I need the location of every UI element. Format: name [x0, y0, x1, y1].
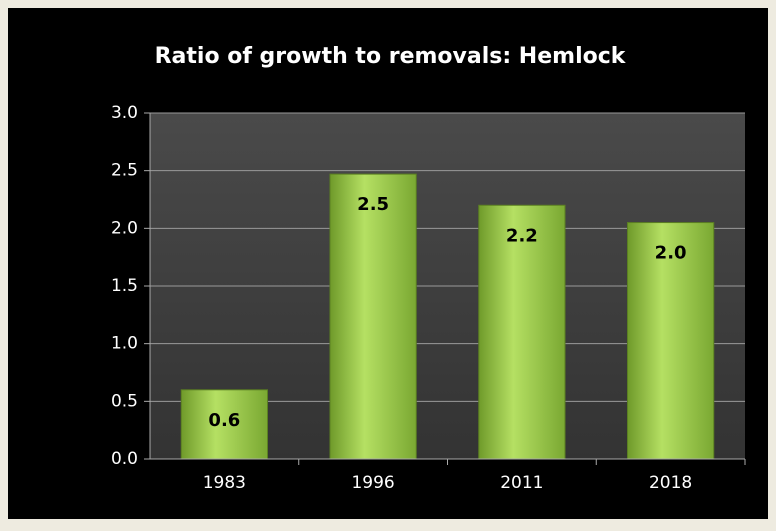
data-label: 0.6	[208, 410, 240, 431]
x-tick-label: 1996	[351, 473, 394, 493]
x-tick-label: 2011	[500, 473, 543, 493]
y-tick-label: 0.0	[111, 449, 138, 469]
y-tick-label: 1.0	[111, 334, 138, 354]
data-label: 2.0	[655, 243, 687, 264]
chart-title: Ratio of growth to removals: Hemlock	[155, 44, 627, 69]
x-tick-label: 1983	[203, 473, 246, 493]
y-tick-label: 2.5	[111, 161, 138, 181]
x-tick-label: 2018	[649, 473, 692, 493]
y-tick-label: 3.0	[111, 103, 138, 123]
bar	[329, 173, 417, 460]
data-label: 2.5	[357, 194, 389, 215]
y-tick-label: 2.0	[111, 218, 138, 238]
bar	[478, 204, 566, 460]
data-label: 2.2	[506, 225, 538, 246]
y-tick-label: 1.5	[111, 276, 138, 296]
y-tick-label: 0.5	[111, 391, 138, 411]
